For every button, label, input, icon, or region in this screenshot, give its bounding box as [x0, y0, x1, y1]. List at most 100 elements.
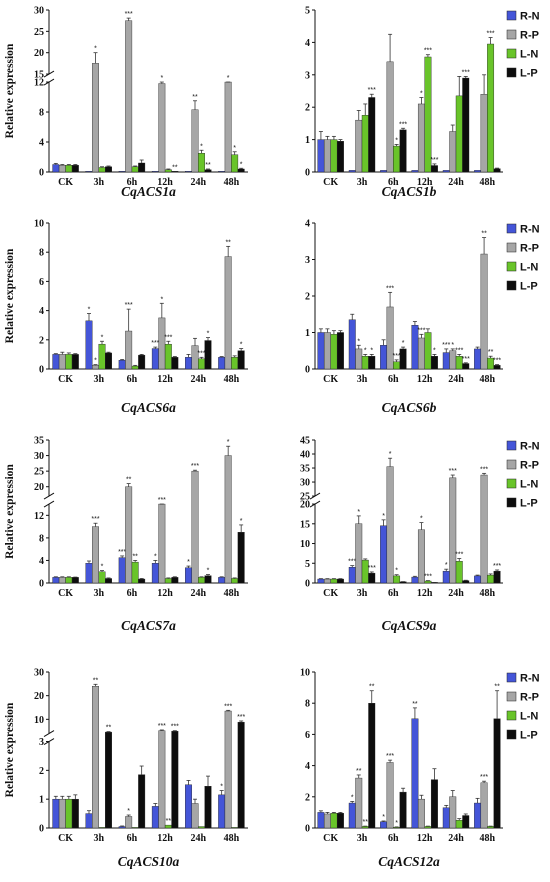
- bar-R-P-24h: [191, 803, 199, 829]
- bar-L-P-24h: [462, 815, 470, 829]
- significance-mark: *: [101, 564, 104, 571]
- x-tick-label: CK: [58, 374, 73, 385]
- bar-L-P-CK: [336, 332, 344, 370]
- bar-L-N-12h: [424, 332, 432, 370]
- bar-R-N-6h: [118, 360, 126, 370]
- significance-mark: *: [207, 568, 210, 575]
- significance-mark: ***: [480, 774, 488, 781]
- legend-label: R-P: [520, 692, 539, 704]
- y-tick-label: 10: [34, 219, 44, 230]
- significance-mark: ***: [399, 121, 407, 128]
- bar-R-P-48h: [480, 782, 488, 829]
- y-tick-label: 0: [305, 579, 310, 590]
- legend-label: R-N: [520, 673, 540, 685]
- y-tick-label: 2: [39, 335, 44, 346]
- legend-swatch-L-N: [506, 48, 517, 59]
- significance-mark: **: [369, 684, 375, 691]
- y-tick-label: 25: [34, 467, 44, 478]
- significance-mark: *: [227, 439, 230, 446]
- y-tick-label: 20: [34, 482, 44, 493]
- significance-mark: *: [240, 161, 243, 168]
- y-axis-title: Relative expression: [4, 464, 16, 559]
- x-tick-label: 24h: [448, 374, 464, 385]
- significance-mark: ***: [442, 342, 450, 349]
- significance-mark: ***: [164, 334, 172, 341]
- bar-R-N-24h: [185, 171, 192, 173]
- legend-swatch-L-N: [506, 710, 517, 721]
- legend-swatch-R-P: [506, 459, 517, 470]
- x-tick-label: 3h: [93, 588, 104, 599]
- bar-R-P-3h: [355, 523, 363, 584]
- bar-R-P-12h: [417, 798, 425, 829]
- legend: R-N R-P L-N L-P: [506, 223, 540, 293]
- significance-mark: *: [370, 347, 373, 354]
- x-tick-label: 3h: [93, 833, 104, 844]
- y-tick-label: 6: [305, 730, 310, 741]
- significance-mark: *: [364, 347, 367, 354]
- bar-R-P-6h: [386, 61, 394, 173]
- bar-R-N-3h: [348, 802, 356, 829]
- significance-mark: *: [88, 307, 91, 314]
- legend-label: L-P: [520, 68, 538, 80]
- bar-R-N-6h: [118, 171, 126, 173]
- bar-L-P-48h: [237, 168, 245, 173]
- bar-L-P-6h: [399, 791, 407, 829]
- y-tick-label: 3: [305, 255, 310, 266]
- bar-L-N-48h: [231, 578, 239, 584]
- legend: R-N R-P L-N L-P: [506, 11, 540, 80]
- significance-mark: ***: [368, 565, 376, 572]
- bar-R-N-12h: [151, 348, 159, 370]
- significance-mark: *: [351, 794, 354, 801]
- significance-mark: ***: [91, 516, 99, 523]
- bar-R-N-6h: [380, 345, 388, 370]
- x-tick-label: 48h: [224, 374, 240, 385]
- significance-mark: *: [127, 808, 130, 815]
- bar-R-P-CK: [58, 165, 66, 173]
- bar-R-P-24h: [191, 109, 199, 173]
- significance-mark: ***: [480, 466, 488, 473]
- significance-mark: ***: [455, 347, 463, 354]
- y-tick-label: 2: [305, 292, 310, 303]
- bar-R-N-24h: [185, 784, 192, 829]
- bar-L-N-12h: [424, 56, 432, 173]
- bar-L-P-12h: [430, 779, 438, 829]
- bar-R-P-6h: [125, 486, 133, 584]
- bar-R-N-CK: [317, 578, 325, 584]
- significance-mark: *: [154, 553, 157, 560]
- significance-mark: **: [205, 162, 211, 169]
- significance-mark: ***: [462, 69, 470, 76]
- x-tick-label: 24h: [190, 588, 206, 599]
- bar-R-P-24h: [449, 477, 457, 584]
- legend-swatch-R-P: [506, 29, 517, 40]
- bar-R-P-3h: [92, 526, 99, 584]
- chart-title: CqACS6a: [121, 400, 176, 415]
- significance-mark: *: [382, 513, 385, 520]
- significance-mark: *: [94, 46, 97, 53]
- bar-L-P-6h: [138, 354, 146, 370]
- significance-mark: ***: [449, 468, 457, 475]
- bar-L-N-24h: [455, 820, 463, 829]
- x-tick-label: 24h: [448, 588, 464, 599]
- significance-mark: *: [187, 559, 190, 566]
- legend-label: R-P: [520, 460, 539, 472]
- bar-R-N-6h: [118, 557, 126, 584]
- bar-L-P-3h: [105, 578, 112, 584]
- y-tick-label: 0: [39, 168, 44, 179]
- x-tick-label: 6h: [388, 833, 399, 844]
- legend-label: L-N: [520, 479, 538, 491]
- legend-swatch-R-N: [506, 223, 517, 234]
- x-tick-label: 3h: [357, 374, 368, 385]
- axis-break-mark: [43, 730, 55, 737]
- bar-R-N-24h: [185, 567, 192, 584]
- bar-R-P-12h: [417, 337, 425, 370]
- y-tick-label: 1: [305, 328, 310, 339]
- chart-title: CqACS1b: [382, 184, 437, 199]
- y-tick-label: 0: [39, 365, 44, 376]
- y-tick-label: 30: [34, 6, 44, 17]
- x-tick-label: CK: [323, 588, 338, 599]
- bar-R-N-6h: [380, 525, 388, 584]
